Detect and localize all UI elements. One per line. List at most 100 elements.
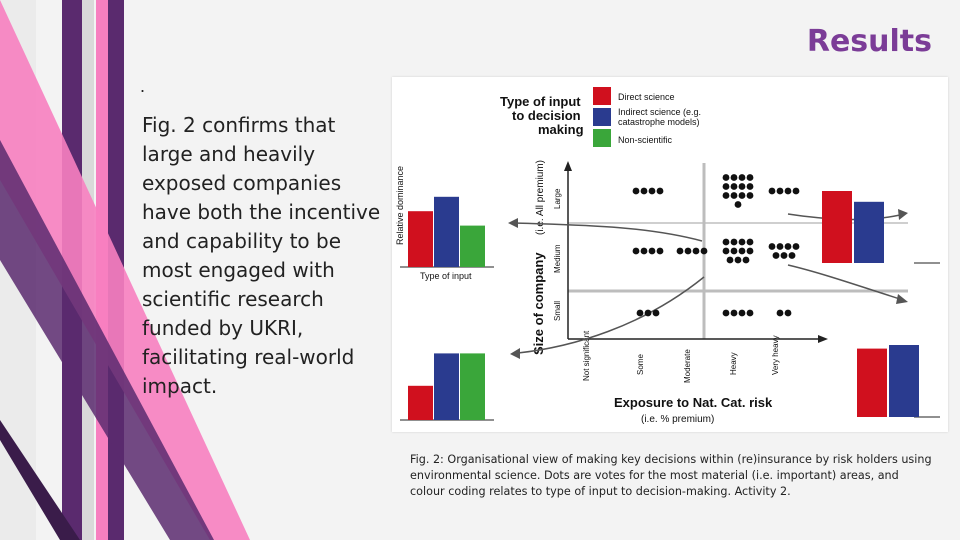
arrow-to-bottom-left-head — [510, 348, 520, 359]
bar-0-direct-science — [408, 211, 433, 267]
y-tick-large: Large — [553, 188, 562, 209]
body-text: Fig. 2 confirms that large and heavily e… — [142, 111, 382, 401]
body-line: most engaged with — [142, 258, 335, 282]
x-axis-title: Exposure to Nat. Cat. risk — [614, 395, 773, 410]
vote-dot — [776, 309, 784, 317]
vote-dot — [746, 192, 754, 199]
vote-dot — [700, 247, 708, 255]
body-line: have both the incentive — [142, 200, 381, 224]
legend-heading-line3: making — [538, 122, 584, 137]
y-tick-small: Small — [553, 301, 562, 321]
legend-label-indirect: Indirect science (e.g. — [618, 107, 701, 117]
caption-line: Fig. 2: Organisational view of making ke… — [410, 453, 932, 466]
vote-dot — [738, 309, 746, 317]
legend-label-nonscientific: Non-scientific — [618, 135, 673, 145]
x-axis-subtitle: (i.e. % premium) — [641, 414, 714, 425]
vote-dot — [730, 247, 738, 255]
vote-dot — [772, 252, 780, 259]
bar-1-indirect-science — [434, 353, 459, 420]
vote-dot — [648, 247, 656, 255]
vote-dot — [738, 174, 746, 181]
vote-dot — [730, 238, 738, 246]
caption-line: environmental science. Dots are votes fo… — [410, 469, 899, 482]
vote-dot — [652, 309, 660, 317]
x-tick-heavy: Heavy — [729, 352, 738, 375]
vote-dot — [726, 256, 734, 264]
arrow-to-bottom-left — [517, 276, 705, 354]
vote-dot — [746, 183, 754, 190]
vote-dot — [640, 187, 648, 195]
y-axis-title: Size of company — [531, 252, 546, 355]
figure-caption: Fig. 2: Organisational view of making ke… — [410, 452, 950, 500]
vote-dot — [734, 256, 742, 264]
vote-dot — [730, 309, 738, 317]
vote-dot — [722, 309, 730, 317]
body-line: and capability to be — [142, 229, 342, 253]
slide-title: Results — [806, 24, 932, 59]
bar-0-non-scientific — [460, 225, 485, 267]
vote-dot — [768, 243, 776, 250]
vote-dot — [738, 183, 746, 190]
vote-dot — [792, 187, 800, 195]
arrow-to-bottom-right — [787, 264, 901, 300]
vote-dot — [722, 238, 730, 246]
left-bar-xlabel: Type of input — [420, 271, 472, 281]
vote-dot — [722, 174, 730, 181]
body-line: Fig. 2 confirms that — [142, 113, 336, 137]
vote-dot — [640, 247, 648, 255]
vote-dot — [644, 309, 652, 317]
x-axis-arrowhead — [818, 335, 828, 343]
y-axis-subtitle: (i.e. All premium) — [535, 160, 546, 235]
y-axis-arrowhead — [564, 161, 572, 171]
body-line: exposed companies — [142, 171, 342, 195]
bullet-marker: . — [140, 76, 146, 96]
vote-dot — [636, 309, 644, 317]
vote-dot — [676, 247, 684, 255]
vote-dot — [632, 187, 640, 195]
x-tick-moderate: Moderate — [683, 349, 692, 383]
arrow-to-top-left — [515, 222, 703, 242]
vote-dot — [742, 256, 750, 264]
vote-dot — [692, 247, 700, 255]
vote-dot — [730, 174, 738, 181]
arrow-to-top-left-head — [508, 218, 518, 228]
vote-dot — [738, 247, 746, 255]
vote-dot — [776, 243, 784, 250]
vote-dot — [784, 309, 792, 317]
legend-heading-line2: to decision — [512, 108, 581, 123]
legend-swatch-indirect — [593, 108, 611, 126]
bar-3-direct-science — [857, 348, 887, 417]
bar-2-direct-science — [822, 191, 852, 263]
x-tick-not-significant: Not significant — [582, 330, 591, 381]
vote-dot — [722, 183, 730, 190]
body-line: scientific research — [142, 287, 324, 311]
figure-panel: Type of input to decision making Direct … — [392, 77, 948, 432]
vote-dot — [648, 187, 656, 195]
vote-dot — [746, 238, 754, 246]
vote-dot — [746, 309, 754, 317]
vote-dot — [722, 247, 730, 255]
bar-1-non-scientific — [460, 353, 485, 420]
bar-2-indirect-science — [854, 201, 884, 263]
left-bar-ylabel: Relative dominance — [395, 166, 405, 245]
vote-dot — [730, 192, 738, 199]
vote-dot — [780, 252, 788, 259]
vote-dot — [784, 243, 792, 250]
legend-swatch-nonscientific — [593, 129, 611, 147]
arrow-to-top-right-head — [898, 209, 908, 220]
vote-dot — [656, 247, 664, 255]
vote-dot — [738, 238, 746, 246]
legend-label-direct: Direct science — [618, 92, 675, 102]
bar-0-indirect-science — [434, 196, 459, 267]
x-tick-some: Some — [636, 354, 645, 375]
body-line: impact. — [142, 374, 218, 398]
legend-label-indirect-2: catastrophe models) — [618, 117, 700, 127]
body-line: large and heavily — [142, 142, 316, 166]
arrow-to-bottom-right-head — [896, 294, 908, 304]
vote-dot — [738, 192, 746, 199]
vote-dot — [734, 201, 742, 208]
x-tick-very-heavy: Very heavy — [771, 335, 780, 375]
vote-dot — [768, 187, 776, 195]
